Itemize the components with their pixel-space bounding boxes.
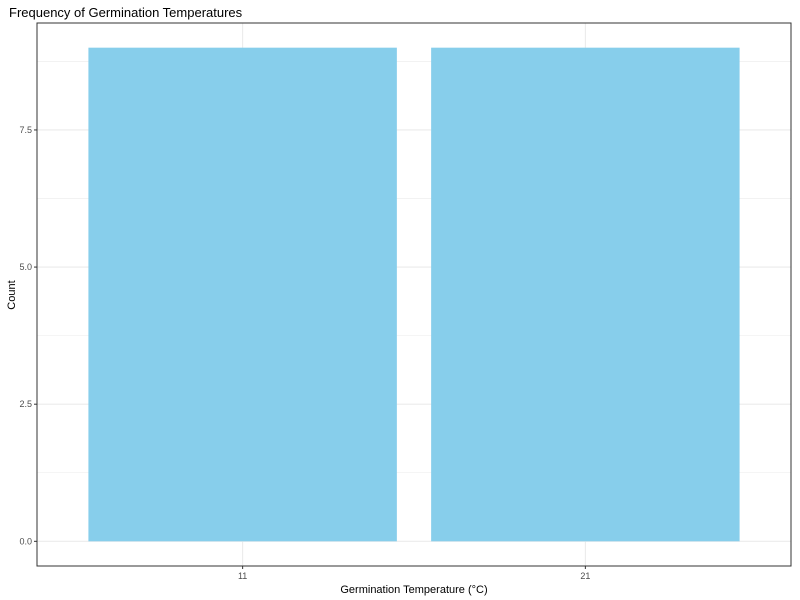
y-tick-label: 2.5: [19, 399, 32, 409]
y-axis-title: Count: [6, 280, 18, 309]
y-tick-label: 5.0: [19, 262, 32, 272]
y-tick-label: 0.0: [19, 536, 32, 546]
bars: [88, 47, 740, 542]
bar-11: [88, 47, 397, 542]
x-axis-title: Germination Temperature (°C): [340, 584, 487, 596]
x-axis: 11 21: [238, 566, 590, 581]
y-axis: 0.0 2.5 5.0 7.5: [19, 125, 37, 546]
bar-21: [431, 47, 740, 542]
chart-title: Frequency of Germination Temperatures: [9, 5, 243, 20]
plot-panel-border: [36, 22, 792, 567]
y-tick-label: 7.5: [19, 125, 32, 135]
x-tick-label: 11: [238, 571, 247, 581]
x-tick-label: 21: [580, 571, 590, 581]
